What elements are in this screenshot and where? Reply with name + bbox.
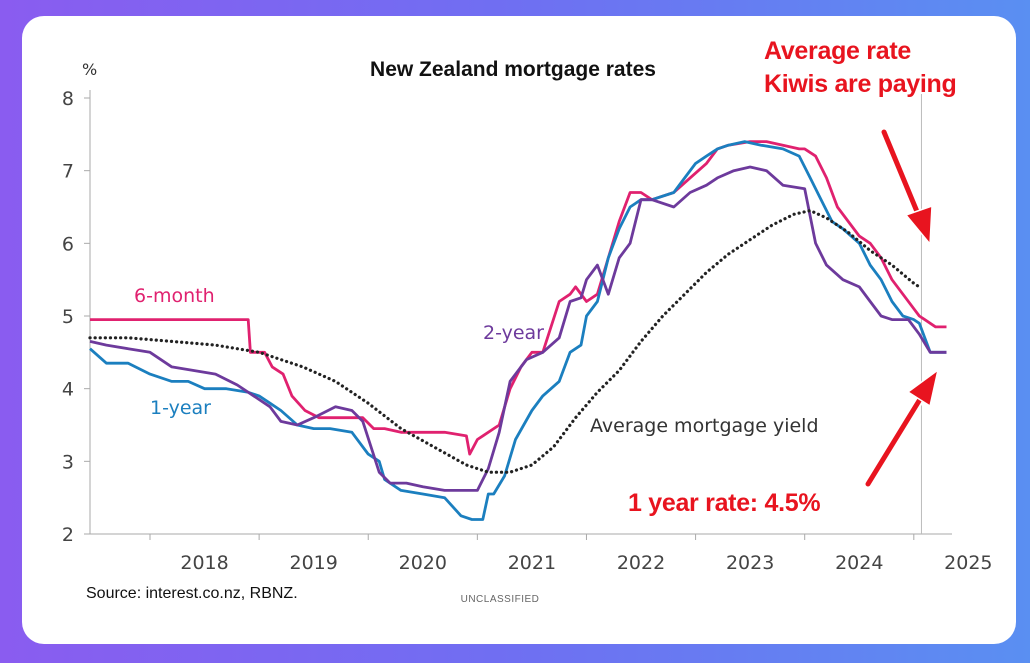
y-tick-label: 3 <box>62 451 74 473</box>
callout-top-line2: Kiwis are paying <box>764 70 957 98</box>
y-axis-unit-label: % <box>82 60 97 79</box>
series-line-average-mortgage-yield <box>88 209 921 474</box>
series-line-1-year <box>89 140 947 521</box>
axes: 2 3 4 5 6 7 8 2018 2019 2020 2021 2022 2023 2024 2025 <box>62 78 993 574</box>
chart-svg: New Zealand mortgage rates % 2 3 4 5 6 7 8 2018… <box>62 35 993 605</box>
callout-top-line1: Average rate <box>764 37 911 65</box>
series-label-6-month: 6-month <box>134 285 215 307</box>
callout-bottom: 1 year rate: 4.5% <box>628 489 820 517</box>
x-tick-label: 2023 <box>726 552 774 574</box>
arrow-down-icon <box>879 127 933 246</box>
x-tick-label: 2019 <box>290 552 338 574</box>
series-lines <box>88 140 947 521</box>
series-labels: 6-month 1-year 2-year Average mortgage yiel… <box>134 285 819 437</box>
y-tick-label: 7 <box>62 161 74 183</box>
chart-title: New Zealand mortgage rates <box>370 58 656 81</box>
classification-label: UNCLASSIFIED <box>461 594 540 605</box>
y-tick-label: 8 <box>62 88 74 110</box>
y-tick-label: 6 <box>62 233 74 255</box>
x-tick-label: 2021 <box>508 552 556 574</box>
x-tick-label: 2024 <box>835 552 883 574</box>
y-tick-label: 4 <box>62 379 74 401</box>
chart-card: New Zealand mortgage rates % 2 3 4 5 6 7 8 2018… <box>22 16 1016 644</box>
callouts: Average rate Kiwis are paying 1 year rat… <box>626 35 959 519</box>
series-label-average-mortgage-yield: Average mortgage yield <box>590 415 819 437</box>
y-tick-label: 5 <box>62 306 74 328</box>
x-tick-label: 2018 <box>180 552 228 574</box>
series-label-1-year: 1-year <box>150 397 211 419</box>
series-line-6-month <box>90 140 947 456</box>
x-tick-label: 2020 <box>399 552 447 574</box>
x-tick-label: 2025 <box>944 552 992 574</box>
arrow-up-icon <box>863 368 940 489</box>
source-note: Source: interest.co.nz, RBNZ. <box>86 585 298 602</box>
series-line-2-year <box>89 165 947 492</box>
x-tick-label: 2022 <box>617 552 665 574</box>
series-label-2-year: 2-year <box>483 322 544 344</box>
y-tick-label: 2 <box>62 524 74 546</box>
